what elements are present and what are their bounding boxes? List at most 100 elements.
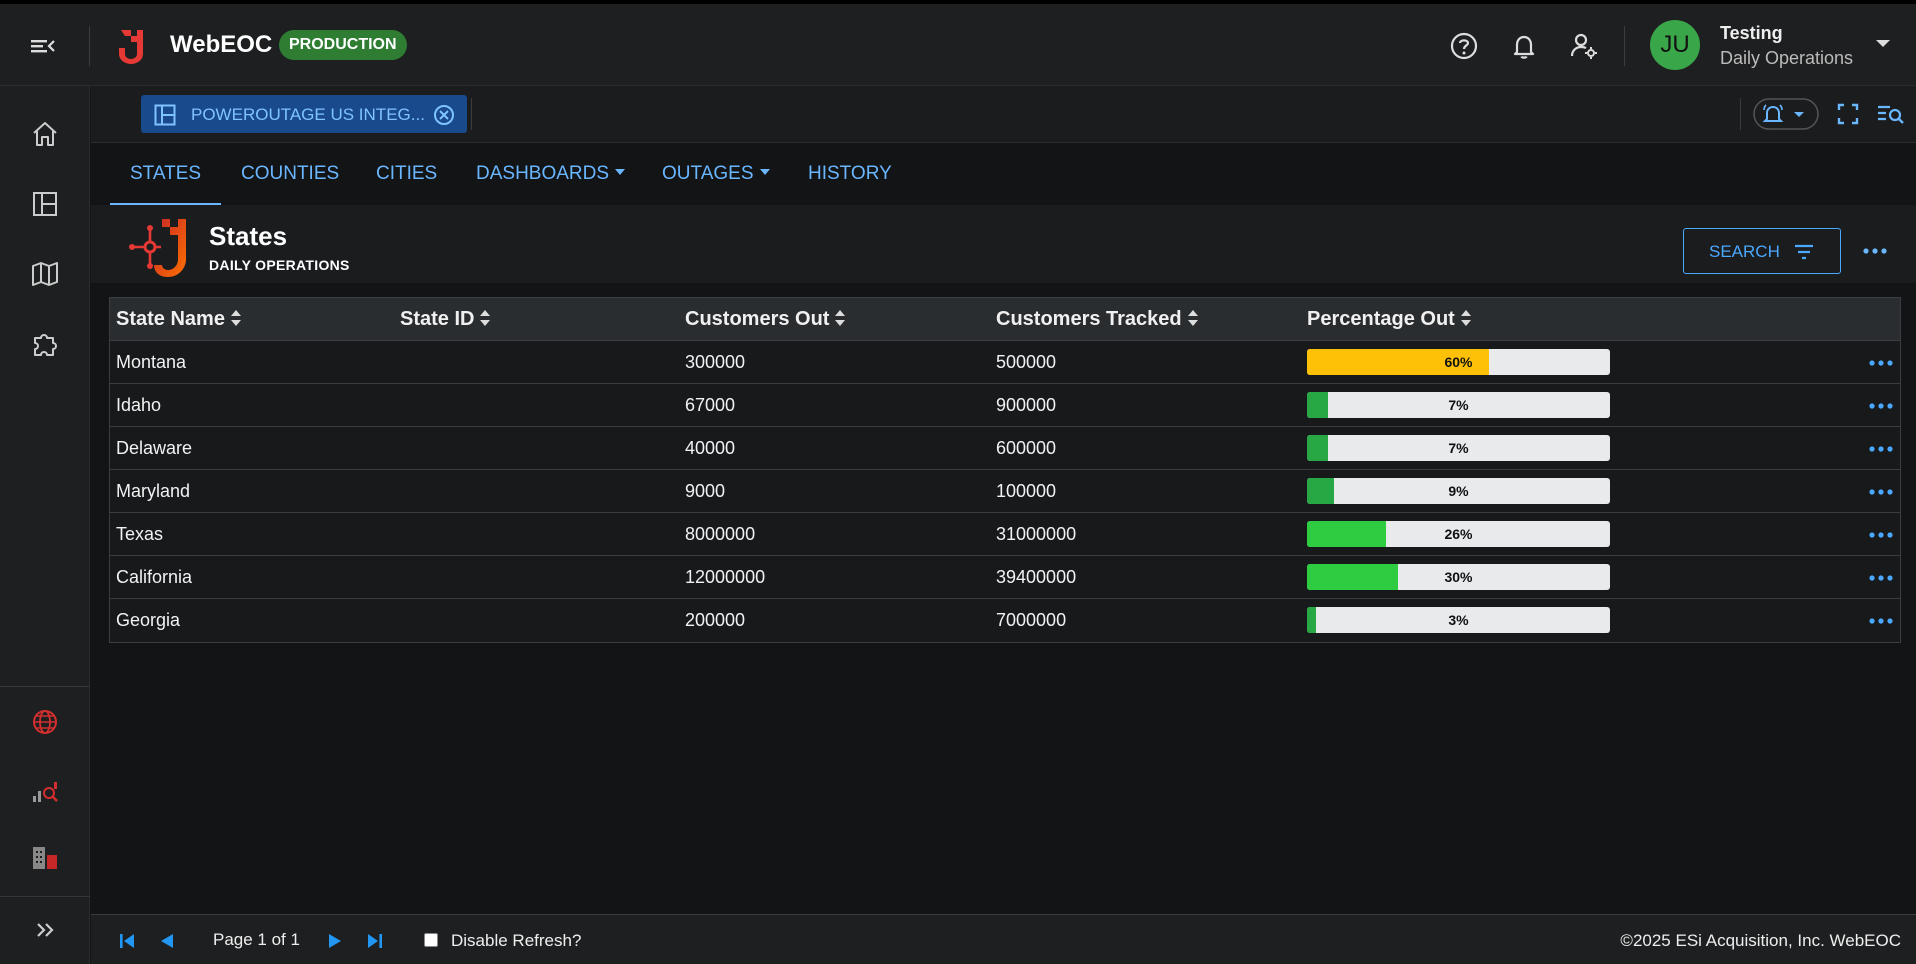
tab-label: HISTORY	[808, 163, 892, 184]
avatar[interactable]: JU	[1650, 20, 1700, 70]
row-more-options-icon[interactable]	[1867, 353, 1895, 373]
cell-state-name: Idaho	[116, 395, 162, 415]
menu-collapse-icon[interactable]	[24, 32, 60, 60]
table-row[interactable]: Maryland 9000 100000 9%	[110, 470, 1900, 513]
tab-divider	[1740, 98, 1741, 130]
percentage-bar-fill	[1307, 392, 1329, 418]
column-header-customers-tracked[interactable]: Customers Tracked	[996, 298, 1199, 341]
tab-cities[interactable]: CITIES	[376, 143, 437, 205]
user-name: Testing	[1720, 23, 1783, 43]
caret-down-icon	[759, 168, 770, 175]
sort-icon	[230, 309, 241, 326]
help-icon[interactable]	[1448, 30, 1480, 62]
cell-state-name: Maryland	[116, 481, 191, 501]
percentage-label: 3%	[1448, 612, 1469, 628]
cell-customers-tracked: 31000000	[996, 524, 1077, 544]
chevron-down-icon[interactable]	[1876, 40, 1890, 47]
percentage-label: 9%	[1448, 483, 1469, 499]
tab-history[interactable]: HISTORY	[808, 143, 892, 205]
tab-counties[interactable]: COUNTIES	[241, 143, 339, 205]
column-header-state-name[interactable]: State Name	[116, 298, 242, 341]
cell-customers-tracked: 500000	[996, 352, 1057, 372]
cell-customers-out: 9000	[685, 481, 726, 501]
disable-refresh-checkbox[interactable]	[424, 933, 438, 947]
alerts-dropdown-icon[interactable]	[1753, 98, 1819, 130]
analytics-icon[interactable]	[29, 776, 61, 808]
percentage-label: 60%	[1444, 354, 1473, 370]
column-header-state-id[interactable]: State ID	[400, 298, 491, 341]
header-divider	[1624, 26, 1625, 66]
previous-page-icon[interactable]	[155, 929, 179, 953]
webeoc-logo-icon	[115, 26, 147, 66]
percentage-bar: 7%	[1307, 392, 1610, 418]
board-tab-strip: POWEROUTAGE US INTEG...	[91, 86, 1916, 143]
buildings-icon[interactable]	[29, 842, 61, 874]
page-title: States	[209, 221, 288, 251]
percentage-label: 7%	[1448, 440, 1469, 456]
tab-label: STATES	[130, 163, 202, 184]
fullscreen-icon[interactable]	[1834, 98, 1862, 130]
search-list-icon[interactable]	[1874, 98, 1906, 130]
row-more-options-icon[interactable]	[1867, 482, 1895, 502]
table-row[interactable]: Idaho 67000 900000 7%	[110, 384, 1900, 427]
cell-customers-tracked: 100000	[996, 481, 1057, 501]
boards-icon[interactable]	[29, 188, 61, 220]
percentage-label: 30%	[1444, 569, 1473, 585]
column-label: Percentage Out	[1307, 308, 1455, 330]
tab-dashboards[interactable]: DASHBOARDS	[476, 143, 626, 205]
plugins-icon[interactable]	[29, 328, 61, 360]
cell-state-name: Montana	[116, 352, 187, 372]
close-icon[interactable]	[433, 104, 455, 126]
board-tab-poweroutage[interactable]: POWEROUTAGE US INTEG...	[141, 95, 467, 133]
cell-state-name: Delaware	[116, 438, 193, 458]
left-sidebar	[0, 86, 90, 964]
table-header: State Name State ID Customers Out Custom…	[110, 298, 1900, 341]
first-page-icon[interactable]	[115, 929, 139, 953]
user-settings-icon[interactable]	[1568, 30, 1600, 62]
map-icon[interactable]	[29, 258, 61, 290]
table-row[interactable]: Texas 8000000 31000000 26%	[110, 513, 1900, 556]
column-header-percentage-out[interactable]: Percentage Out	[1307, 298, 1472, 341]
tab-label: CITIES	[376, 163, 438, 184]
row-more-options-icon[interactable]	[1867, 525, 1895, 545]
cell-customers-out: 67000	[685, 395, 736, 415]
home-icon[interactable]	[29, 118, 61, 150]
board-tab-label: POWEROUTAGE US INTEG...	[191, 105, 425, 124]
tab-label: OUTAGES	[662, 163, 754, 184]
column-header-customers-out[interactable]: Customers Out	[685, 298, 846, 341]
tab-outages[interactable]: OUTAGES	[662, 143, 770, 205]
bell-icon[interactable]	[1508, 30, 1540, 62]
cell-state-name: Texas	[116, 524, 164, 544]
tab-label: DASHBOARDS	[476, 163, 610, 184]
percentage-bar-fill	[1307, 521, 1386, 547]
sidebar-divider	[0, 686, 90, 687]
last-page-icon[interactable]	[363, 929, 387, 953]
column-label: State Name	[116, 308, 225, 330]
expand-icon[interactable]	[29, 914, 61, 946]
row-more-options-icon[interactable]	[1867, 396, 1895, 416]
percentage-bar-fill	[1307, 349, 1489, 375]
percentage-bar-fill	[1307, 564, 1398, 590]
table-row[interactable]: Montana 300000 500000 60%	[110, 341, 1900, 384]
cell-customers-tracked: 900000	[996, 395, 1057, 415]
percentage-bar: 9%	[1307, 478, 1610, 504]
percentage-bar-fill	[1307, 435, 1329, 461]
table-row[interactable]: California 12000000 39400000 30%	[110, 556, 1900, 599]
table-row[interactable]: Delaware 40000 600000 7%	[110, 427, 1900, 470]
tab-states[interactable]: STATES	[110, 143, 222, 205]
top-header: WebEOC PRODUCTION JU Testing	[0, 4, 1916, 86]
footer-pager: Page 1 of 1 Disable Refresh? ©2025 ESi A…	[91, 914, 1916, 964]
row-more-options-icon[interactable]	[1867, 439, 1895, 459]
percentage-bar-fill	[1307, 607, 1317, 633]
column-label: Customers Tracked	[996, 308, 1182, 330]
row-more-options-icon[interactable]	[1867, 568, 1895, 588]
more-options-icon[interactable]	[1861, 241, 1889, 261]
row-more-options-icon[interactable]	[1867, 611, 1895, 631]
search-button[interactable]: SEARCH	[1683, 228, 1841, 274]
percentage-bar-fill	[1307, 478, 1335, 504]
next-page-icon[interactable]	[323, 929, 347, 953]
table-row[interactable]: Georgia 200000 7000000 3%	[110, 599, 1900, 642]
percentage-bar: 3%	[1307, 607, 1610, 633]
app-frame: WebEOC PRODUCTION JU Testing	[0, 4, 1916, 964]
globe-icon[interactable]	[29, 706, 61, 738]
